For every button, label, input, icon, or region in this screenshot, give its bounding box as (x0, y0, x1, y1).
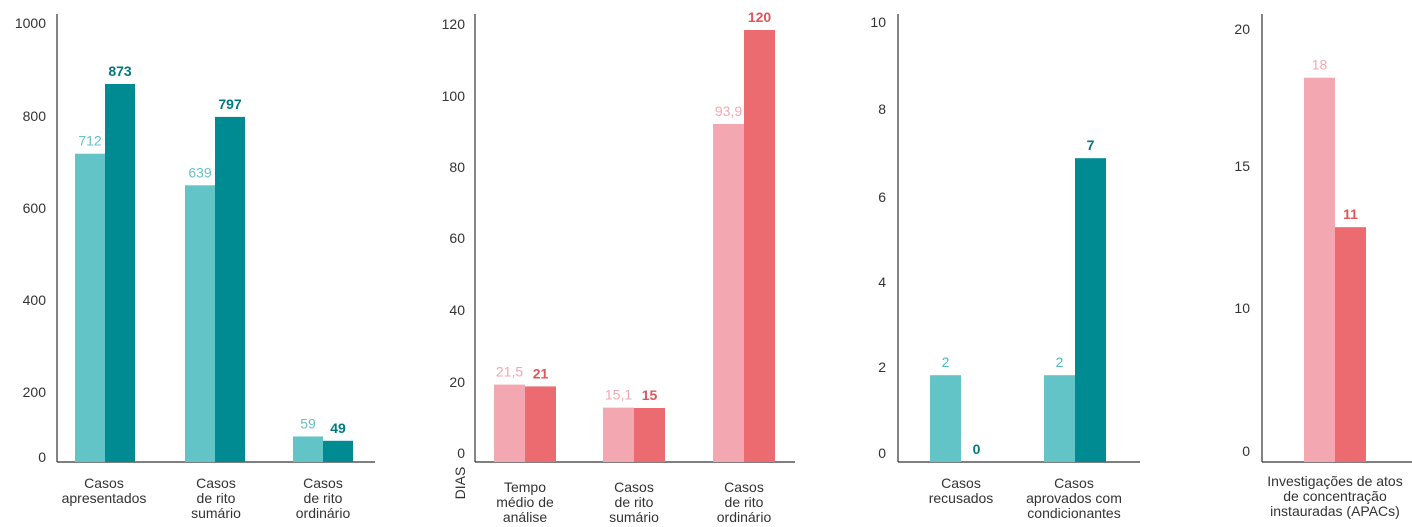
y-tick-label: 10 (870, 14, 886, 30)
chart-panel-2: 0 20 40 60 80 100 120 21,5 21 Tempo médio de anális… (442, 9, 795, 525)
bar (1304, 77, 1335, 462)
data-label: 21 (533, 365, 549, 381)
bar (494, 384, 525, 462)
bar (634, 408, 665, 462)
x-category-label-line: Casos (724, 479, 764, 495)
x-category-label-line: de concentração (1283, 488, 1387, 504)
y-tick-label: 40 (449, 302, 465, 318)
x-category-label: Casos de rito sumário (191, 475, 241, 521)
data-label: 2 (1056, 354, 1064, 370)
x-category-label-line: de rito (197, 490, 236, 506)
bar (215, 116, 245, 463)
bar (75, 153, 105, 463)
x-category-label-line: ordinário (717, 509, 772, 525)
y-tick-label: 80 (449, 159, 465, 175)
bar (1044, 375, 1075, 462)
data-label: 15 (642, 387, 658, 403)
x-category-label-line: recusados (929, 490, 994, 506)
x-category-label-line: Casos (614, 479, 654, 495)
y-tick-label: 0 (38, 449, 46, 465)
bar (525, 386, 556, 462)
y-tick-label: 600 (23, 200, 47, 216)
x-category-label-line: Casos (303, 475, 343, 491)
data-label: 873 (108, 63, 132, 79)
data-label: 639 (188, 164, 212, 180)
chart-panel-4: 0 10 15 20 18 11 Investigações de atos de conce… (1234, 14, 1412, 519)
bar (105, 83, 135, 462)
y-tick-label: 60 (449, 230, 465, 246)
bar (930, 375, 961, 462)
data-label: 2 (942, 354, 950, 370)
y-tick-label: 1000 (15, 15, 46, 31)
x-category-label-line: análise (503, 509, 548, 525)
x-category-label: Investigações de atos de concentração inst… (1267, 473, 1402, 519)
y-tick-label: 4 (878, 274, 886, 290)
y-tick-label: 6 (878, 189, 886, 205)
y-tick-label: 400 (23, 292, 47, 308)
y-tick-label: 10 (1234, 300, 1250, 316)
y-tick-label: 20 (449, 374, 465, 390)
y-tick-label: 0 (878, 445, 886, 461)
x-category-label: Casos de rito ordinário (296, 475, 351, 521)
data-label: 21,5 (496, 364, 523, 380)
x-category-label-line: apresentados (62, 490, 147, 506)
data-label: 49 (330, 420, 346, 436)
y-tick-label: 0 (1242, 443, 1250, 459)
data-label: 15,1 (605, 387, 632, 403)
x-category-label: Tempo médio de análise (496, 479, 554, 525)
y-tick-label: 20 (1234, 21, 1250, 37)
bar (713, 123, 744, 463)
x-category-label: Casos aprovados com condicionantes (1026, 475, 1122, 521)
bar (323, 440, 353, 462)
x-category-label-line: Tempo (504, 479, 546, 495)
x-category-label: Casos apresentados (62, 475, 147, 506)
x-category-label: Casos de rito ordinário (717, 479, 772, 525)
data-label: 18 (1312, 57, 1328, 73)
bar (1335, 227, 1366, 462)
x-category-label-line: de rito (615, 494, 654, 510)
y-tick-label: 2 (878, 359, 886, 375)
x-category-label-line: médio de (496, 494, 554, 510)
x-category-label-line: Investigações de atos (1267, 473, 1402, 489)
data-label: 712 (78, 133, 102, 149)
bar (185, 185, 215, 463)
data-label: 0 (973, 441, 981, 457)
data-label: 59 (300, 415, 316, 431)
data-label: 11 (1343, 206, 1358, 222)
data-label: 7 (1087, 137, 1095, 153)
x-category-label: Casos de rito sumário (609, 479, 659, 525)
y-tick-label: 0 (457, 445, 465, 461)
data-label: 93,9 (715, 103, 742, 119)
x-category-label-line: sumário (191, 505, 241, 521)
x-category-label-line: de rito (725, 494, 764, 510)
bar (603, 407, 634, 462)
x-category-label-line: Casos (1054, 475, 1094, 491)
x-category-label-line: Casos (196, 475, 236, 491)
y-axis-label: DIAS (452, 467, 468, 500)
x-category-label-line: Casos (941, 475, 981, 491)
x-category-label-line: aprovados com (1026, 490, 1122, 506)
x-category-label-line: de rito (304, 490, 343, 506)
x-category-label-line: ordinário (296, 505, 351, 521)
y-tick-label: 15 (1234, 158, 1250, 174)
y-tick-label: 8 (878, 101, 886, 117)
y-tick-label: 100 (442, 88, 466, 104)
bar (744, 30, 775, 462)
x-category-label-line: Casos (84, 475, 124, 491)
y-tick-label: 200 (23, 384, 47, 400)
x-category-label: Casos recusados (929, 475, 994, 506)
data-label: 797 (218, 96, 242, 112)
bar (293, 436, 323, 462)
y-tick-label: 120 (442, 16, 466, 32)
x-category-label-line: instauradas (APACs) (1270, 503, 1400, 519)
x-category-label-line: condicionantes (1027, 505, 1120, 521)
y-tick-label: 800 (23, 108, 47, 124)
bar (1075, 158, 1106, 462)
x-category-label-line: sumário (609, 509, 659, 525)
data-label: 120 (748, 9, 772, 25)
